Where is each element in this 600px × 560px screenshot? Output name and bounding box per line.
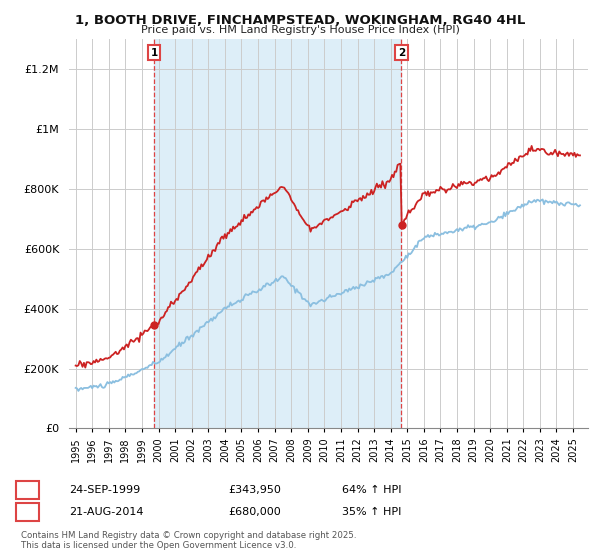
Text: Price paid vs. HM Land Registry's House Price Index (HPI): Price paid vs. HM Land Registry's House … [140, 25, 460, 35]
Text: 64% ↑ HPI: 64% ↑ HPI [342, 485, 401, 495]
Text: 1: 1 [151, 48, 158, 58]
Text: 1, BOOTH DRIVE, FINCHAMPSTEAD, WOKINGHAM, RG40 4HL: 1, BOOTH DRIVE, FINCHAMPSTEAD, WOKINGHAM… [75, 14, 525, 27]
Text: £680,000: £680,000 [228, 507, 281, 517]
Bar [154, 39, 401, 428]
Text: 21-AUG-2014: 21-AUG-2014 [69, 507, 143, 517]
Text: 1: 1 [24, 485, 31, 495]
Text: Contains HM Land Registry data © Crown copyright and database right 2025.
This d: Contains HM Land Registry data © Crown c… [21, 530, 356, 550]
Text: 2: 2 [24, 507, 31, 517]
Text: 35% ↑ HPI: 35% ↑ HPI [342, 507, 401, 517]
Text: 2: 2 [398, 48, 405, 58]
Text: £343,950: £343,950 [228, 485, 281, 495]
Text: 24-SEP-1999: 24-SEP-1999 [69, 485, 140, 495]
